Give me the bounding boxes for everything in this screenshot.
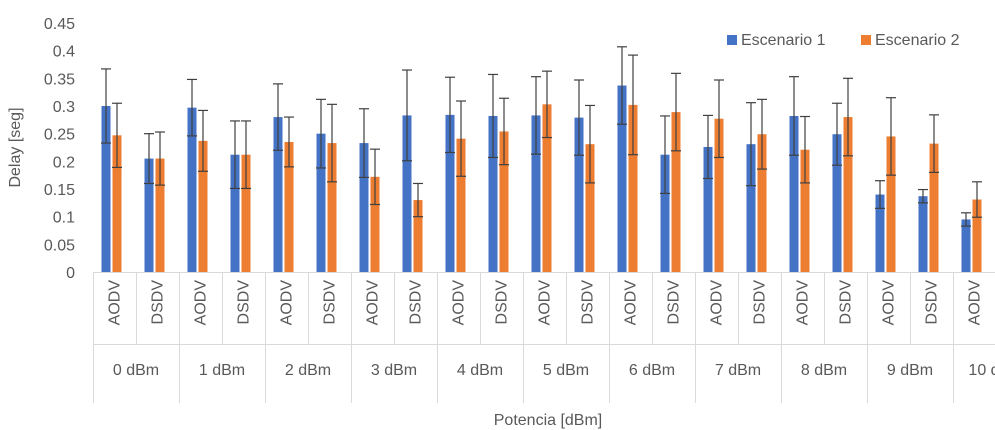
bar-escenario-2 (757, 134, 767, 272)
bar-escenario-1 (316, 133, 326, 272)
protocol-label: DSDV (408, 280, 425, 325)
protocol-label: DSDV (752, 280, 769, 325)
power-group-label: 3 dBm (371, 362, 417, 379)
protocol-label: DSDV (150, 280, 167, 325)
bar-escenario-2 (456, 138, 466, 272)
protocol-label: AODV (709, 280, 726, 326)
power-group-label: 2 dBm (285, 362, 331, 379)
bar-escenario-1 (273, 117, 283, 272)
bar-escenario-1 (961, 219, 971, 272)
power-group-label: 10 dBm (968, 362, 995, 379)
bar-escenario-1 (531, 115, 541, 272)
power-group-label: 7 dBm (715, 362, 761, 379)
y-axis-title: Delay [seg] (7, 107, 24, 187)
bar-escenario-1 (144, 158, 154, 272)
protocol-label: DSDV (322, 280, 339, 325)
bar-escenario-2 (542, 104, 552, 272)
power-group-label: 8 dBm (801, 362, 847, 379)
bar-escenario-2 (585, 144, 595, 272)
power-group-label: 5 dBm (543, 362, 589, 379)
y-tick-label: 0.3 (53, 99, 75, 116)
protocol-label: AODV (881, 280, 898, 326)
y-tick-label: 0.4 (53, 44, 75, 61)
protocol-label: AODV (795, 280, 812, 326)
bar-escenario-2 (671, 112, 681, 272)
power-group-label: 1 dBm (199, 362, 245, 379)
protocol-label: DSDV (494, 280, 511, 325)
legend-swatch-escenario-1 (727, 35, 737, 45)
protocol-label: AODV (365, 280, 382, 326)
protocol-label: AODV (537, 280, 554, 326)
y-tick-label: 0.2 (53, 154, 75, 171)
power-group-label: 4 dBm (457, 362, 503, 379)
bar-escenario-2 (370, 176, 380, 272)
bar-escenario-2 (413, 200, 423, 272)
bar-escenario-2 (929, 143, 939, 272)
bar-escenario-1 (230, 154, 240, 272)
y-tick-label: 0.45 (44, 16, 75, 33)
bar-escenario-1 (789, 115, 799, 273)
bar-escenario-2 (327, 143, 337, 272)
power-group-label: 0 dBm (113, 362, 159, 379)
bar-escenario-1 (359, 143, 369, 272)
bar-escenario-1 (488, 115, 498, 273)
y-tick-label: 0.1 (53, 210, 75, 227)
protocol-label: AODV (967, 280, 984, 326)
bar-escenario-1 (187, 107, 197, 272)
bar-escenario-1 (703, 146, 713, 272)
bar-escenario-1 (402, 115, 412, 272)
protocol-label: DSDV (666, 280, 683, 325)
y-tick-label: 0.35 (44, 71, 75, 88)
bar-escenario-2 (499, 131, 509, 272)
bar-escenario-2 (714, 118, 724, 272)
legend-label: Escenario 1 (741, 32, 826, 49)
protocol-label: DSDV (236, 280, 253, 325)
bar-escenario-2 (800, 149, 810, 272)
bar-escenario-2 (886, 136, 896, 272)
bar-escenario-1 (574, 117, 584, 273)
bar-escenario-2 (241, 154, 251, 272)
bar-escenario-2 (972, 199, 982, 272)
protocol-label: DSDV (838, 280, 855, 325)
bar-escenario-2 (628, 104, 638, 272)
protocol-label: DSDV (580, 280, 597, 325)
y-tick-label: 0.25 (44, 127, 75, 144)
bar-escenario-1 (445, 114, 455, 272)
y-tick-label: 0.15 (44, 182, 75, 199)
protocol-label: AODV (107, 280, 124, 326)
legend-swatch-escenario-2 (861, 35, 871, 45)
bar-escenario-1 (660, 154, 670, 272)
protocol-label: AODV (193, 280, 210, 326)
bar-escenario-1 (101, 106, 111, 272)
bar-escenario-2 (284, 141, 294, 272)
power-group-label: 6 dBm (629, 362, 675, 379)
bar-escenario-1 (918, 196, 928, 272)
bar-escenario-2 (843, 117, 853, 272)
y-tick-label: 0.05 (44, 237, 75, 254)
bar-escenario-2 (155, 158, 165, 272)
protocol-label: AODV (279, 280, 296, 326)
protocol-label: DSDV (924, 280, 941, 325)
bar-escenario-1 (832, 134, 842, 272)
x-axis-title: Potencia [dBm] (494, 412, 603, 429)
protocol-label: AODV (623, 280, 640, 326)
protocol-label: AODV (451, 280, 468, 326)
legend-label: Escenario 2 (875, 32, 960, 49)
power-group-label: 9 dBm (887, 362, 933, 379)
bar-escenario-1 (617, 85, 627, 272)
bar-escenario-1 (746, 144, 756, 272)
bar-escenario-1 (875, 194, 885, 272)
y-tick-label: 0 (66, 265, 75, 282)
bar-escenario-2 (112, 135, 122, 272)
bar-escenario-2 (198, 140, 208, 272)
